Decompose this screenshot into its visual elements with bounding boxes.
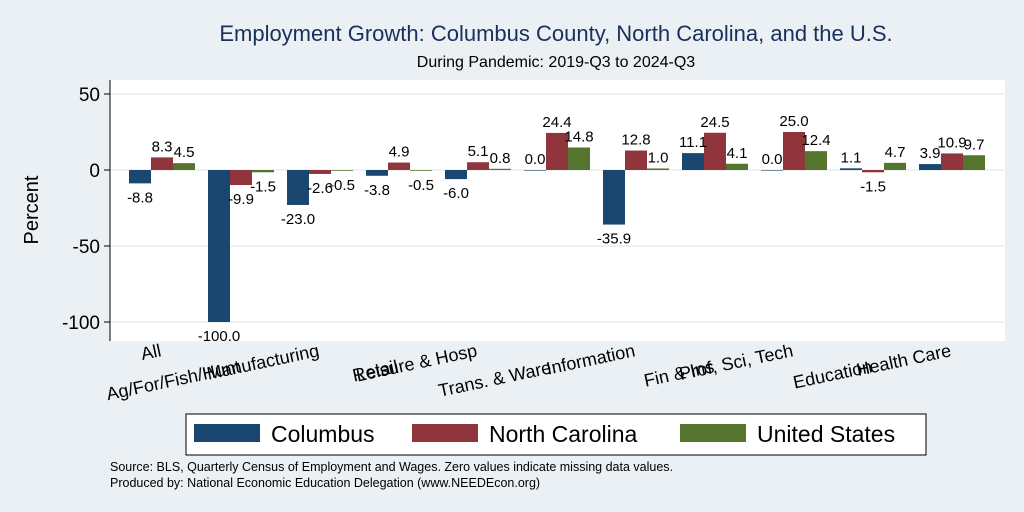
data-label: 12.4 — [801, 132, 830, 149]
bar — [647, 168, 669, 170]
category-label: Health Care — [855, 340, 953, 380]
y-tick-label: -100 — [62, 313, 100, 334]
data-label: 11.1 — [679, 134, 707, 151]
data-label: -23.0 — [281, 211, 315, 228]
y-tick-label: -50 — [73, 237, 100, 258]
produced-by-note: Produced by: National Economic Education… — [110, 476, 540, 490]
y-tick-label: 50 — [79, 85, 100, 106]
bar — [726, 163, 748, 170]
category-label: Prof, Sci, Tech — [677, 340, 794, 384]
bar — [805, 151, 827, 170]
plot-area — [110, 80, 1005, 341]
data-label: -9.9 — [228, 191, 254, 208]
bar — [410, 170, 432, 171]
data-label: 9.7 — [964, 136, 985, 153]
bar — [568, 147, 590, 170]
data-label: 8.3 — [152, 138, 173, 155]
legend-label: Columbus — [271, 421, 375, 447]
data-label: 1.0 — [648, 149, 669, 166]
legend-swatch — [412, 424, 478, 442]
data-label: -2.6 — [307, 180, 333, 197]
data-label: -0.5 — [408, 177, 434, 194]
legend-label: North Carolina — [489, 421, 637, 447]
legend-swatch — [194, 424, 260, 442]
data-label: 4.5 — [174, 144, 195, 161]
bar — [309, 170, 331, 174]
y-tick-label: 0 — [89, 161, 100, 182]
bar — [366, 170, 388, 176]
data-label: 1.1 — [841, 149, 862, 166]
data-label: 0.0 — [525, 151, 546, 168]
data-label: 3.9 — [920, 145, 941, 162]
legend: Columbus North Carolina United States — [185, 413, 927, 456]
bar — [467, 162, 489, 170]
data-label: -35.9 — [597, 231, 631, 248]
bar — [252, 170, 274, 173]
bar — [524, 170, 546, 171]
data-label: -8.8 — [127, 189, 153, 206]
bar — [546, 132, 568, 170]
data-label: 0.8 — [490, 150, 511, 167]
data-label: -100.0 — [198, 328, 241, 345]
bar — [761, 170, 783, 171]
bar — [489, 168, 511, 170]
chart-subtitle: During Pandemic: 2019-Q3 to 2024-Q3 — [417, 54, 695, 71]
legend-swatch — [680, 424, 746, 442]
bar — [445, 170, 467, 180]
bars — [129, 132, 985, 322]
data-label: 10.9 — [937, 134, 966, 151]
data-label: 14.8 — [564, 129, 593, 146]
data-label: 5.1 — [468, 143, 489, 160]
data-label: 25.0 — [779, 113, 808, 130]
data-label: 4.7 — [885, 144, 906, 161]
chart-title: Employment Growth: Columbus County, Nort… — [219, 21, 892, 46]
bar — [682, 153, 704, 170]
data-label: 24.5 — [700, 114, 729, 131]
data-label: 0.0 — [762, 151, 783, 168]
category-label: Manufacturing — [205, 340, 321, 383]
bar — [783, 132, 805, 170]
bar — [963, 155, 985, 170]
data-labels: -8.88.3 4.5-100.0-9.9-1.5-23.0-2.6-0.5 -3.… — [127, 113, 984, 345]
data-label: 4.1 — [727, 145, 748, 162]
data-label: -3.8 — [364, 182, 390, 199]
bar — [129, 170, 151, 184]
bar — [884, 162, 906, 170]
bar — [388, 162, 410, 170]
category-label: All — [139, 340, 163, 364]
y-axis-ticks: 50 0 -50 -100 — [62, 85, 110, 334]
source-note: Source: BLS, Quarterly Census of Employm… — [110, 460, 673, 474]
bar — [625, 150, 647, 170]
bar — [704, 132, 726, 170]
category-label: Information — [545, 340, 637, 378]
bar — [151, 157, 173, 170]
data-label: 4.9 — [389, 144, 410, 161]
bar — [941, 153, 963, 170]
legend-box — [185, 413, 927, 456]
data-label: -1.5 — [250, 178, 276, 195]
legend-label: United States — [757, 421, 895, 447]
bar — [862, 170, 884, 173]
data-label: 12.8 — [621, 132, 650, 149]
data-label: -1.5 — [860, 178, 886, 195]
bar — [230, 170, 252, 186]
bar — [919, 164, 941, 170]
data-label: -0.5 — [329, 177, 355, 194]
data-label: -6.0 — [443, 185, 469, 202]
bar — [287, 170, 309, 205]
y-axis-label: Percent — [21, 175, 43, 244]
bar — [840, 168, 862, 170]
data-label: 24.4 — [542, 114, 571, 131]
bar — [173, 163, 195, 170]
bar — [331, 170, 353, 171]
bar — [603, 170, 625, 225]
bar — [208, 170, 230, 322]
